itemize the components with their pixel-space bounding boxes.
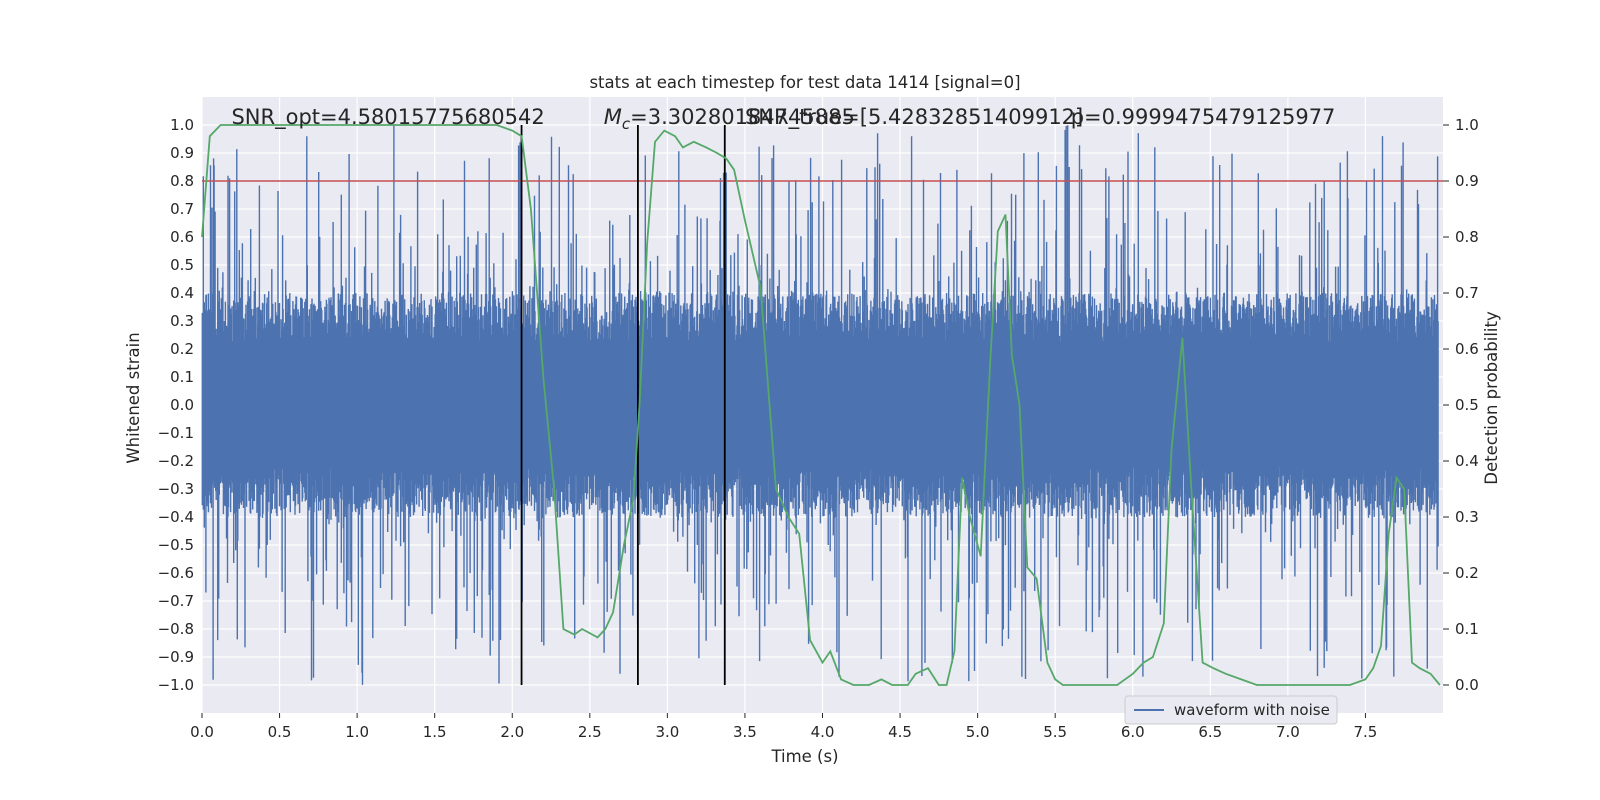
x-tick-label: 4.0 [811,723,835,741]
x-tick-label: 7.5 [1354,723,1378,741]
y-right-tick-label: 0.5 [1455,396,1479,414]
x-tick-label: 3.5 [733,723,757,741]
x-tick-label: 2.0 [500,723,524,741]
waveform-with-noise-series [201,125,1439,685]
y-axis-right-label: Detection probability [1482,311,1501,485]
y-right-tick-label: 0.4 [1455,452,1479,470]
legend: waveform with noise [1124,695,1338,725]
y-right-tick-label: 0.1 [1455,620,1479,638]
y-tick-label: 0.1 [170,368,194,386]
y-tick-label: −0.6 [158,564,194,582]
y-right-tick-label: 0.6 [1455,340,1479,358]
x-tick-label: 1.0 [345,723,369,741]
y-tick-label: 0.6 [170,228,194,246]
x-tick-label: 6.5 [1198,723,1222,741]
x-tick-label: 4.5 [888,723,912,741]
y-tick-label: 0.4 [170,284,194,302]
y-tick-label: −0.7 [158,592,194,610]
y-tick-label: 0.3 [170,312,194,330]
legend-box [1124,695,1338,725]
x-tick-label: 5.0 [966,723,990,741]
y-right-tick-label: 0.7 [1455,284,1479,302]
x-axis-label: Time (s) [770,747,838,766]
x-tick-label: 7.0 [1276,723,1300,741]
x-axis-ticks: 0.0 0.5 1.0 1.5 2.0 2.5 3.0 3.5 4.0 4.5 5.0 5.5 6.0 6… [190,713,1377,741]
waveform-trace [201,125,1439,685]
x-tick-label: 6.0 [1121,723,1145,741]
y-tick-label: −0.1 [158,424,194,442]
annotations: SNR_opt=4.58015775680542 Mc=3.30280184745… [231,105,1335,133]
annotation-text: SNR_opt=4.58015775680542 [231,105,544,130]
y-right-tick-label: 0.9 [1455,172,1479,190]
y-tick-label: −0.3 [158,480,194,498]
chart-title: stats at each timestep for test data 141… [589,73,1020,92]
y-tick-label: 0.8 [170,172,194,190]
y-tick-label: −0.4 [158,508,194,526]
y-tick-label: −1.0 [158,676,194,694]
detection-probability-line [201,124,1441,686]
detection-probability-series [201,124,1441,686]
x-tick-label: 0.5 [268,723,292,741]
vertical-markers [520,125,726,685]
annotation-text: Mc=3.30280184745885 [604,105,855,133]
y-right-tick-label: 0.2 [1455,564,1479,582]
y-tick-label: 0.7 [170,200,194,218]
y-tick-label: −0.5 [158,536,194,554]
y-axis-right-ticks: 1.0 0.9 0.8 0.7 0.6 0.5 0.4 0.3 0.2 0.1 0.0 [1443,116,1479,694]
x-tick-label: 3.0 [655,723,679,741]
legend-entry: waveform with noise [1174,701,1330,719]
y-axis-ticks: 1.0 0.9 0.8 0.7 0.6 0.5 0.4 0.3 0.2 0.1 0.0 −0.1 −0.… [158,116,194,694]
y-axis-label: Whitened strain [124,332,143,463]
y-tick-label: −0.8 [158,620,194,638]
annotation-text: SNR_true=[5.42832851409912] [745,105,1083,130]
y-tick-label: −0.9 [158,648,194,666]
y-tick-label: 1.0 [170,116,194,134]
y-tick-label: 0.0 [170,396,194,414]
annotation-text: p=0.9999475479125977 [1071,105,1336,129]
x-tick-label: 1.5 [423,723,447,741]
y-tick-label: −0.2 [158,452,194,470]
x-tick-label: 5.5 [1043,723,1067,741]
y-tick-label: 0.5 [170,256,194,274]
y-tick-label: 0.2 [170,340,194,358]
y-tick-label: 0.9 [170,144,194,162]
y-right-tick-label: 0.0 [1455,676,1479,694]
y-right-tick-label: 1.0 [1455,116,1479,134]
x-tick-label: 0.0 [190,723,214,741]
y-right-tick-label: 0.8 [1455,228,1479,246]
y-right-tick-label: 0.3 [1455,508,1479,526]
x-tick-label: 2.5 [578,723,602,741]
